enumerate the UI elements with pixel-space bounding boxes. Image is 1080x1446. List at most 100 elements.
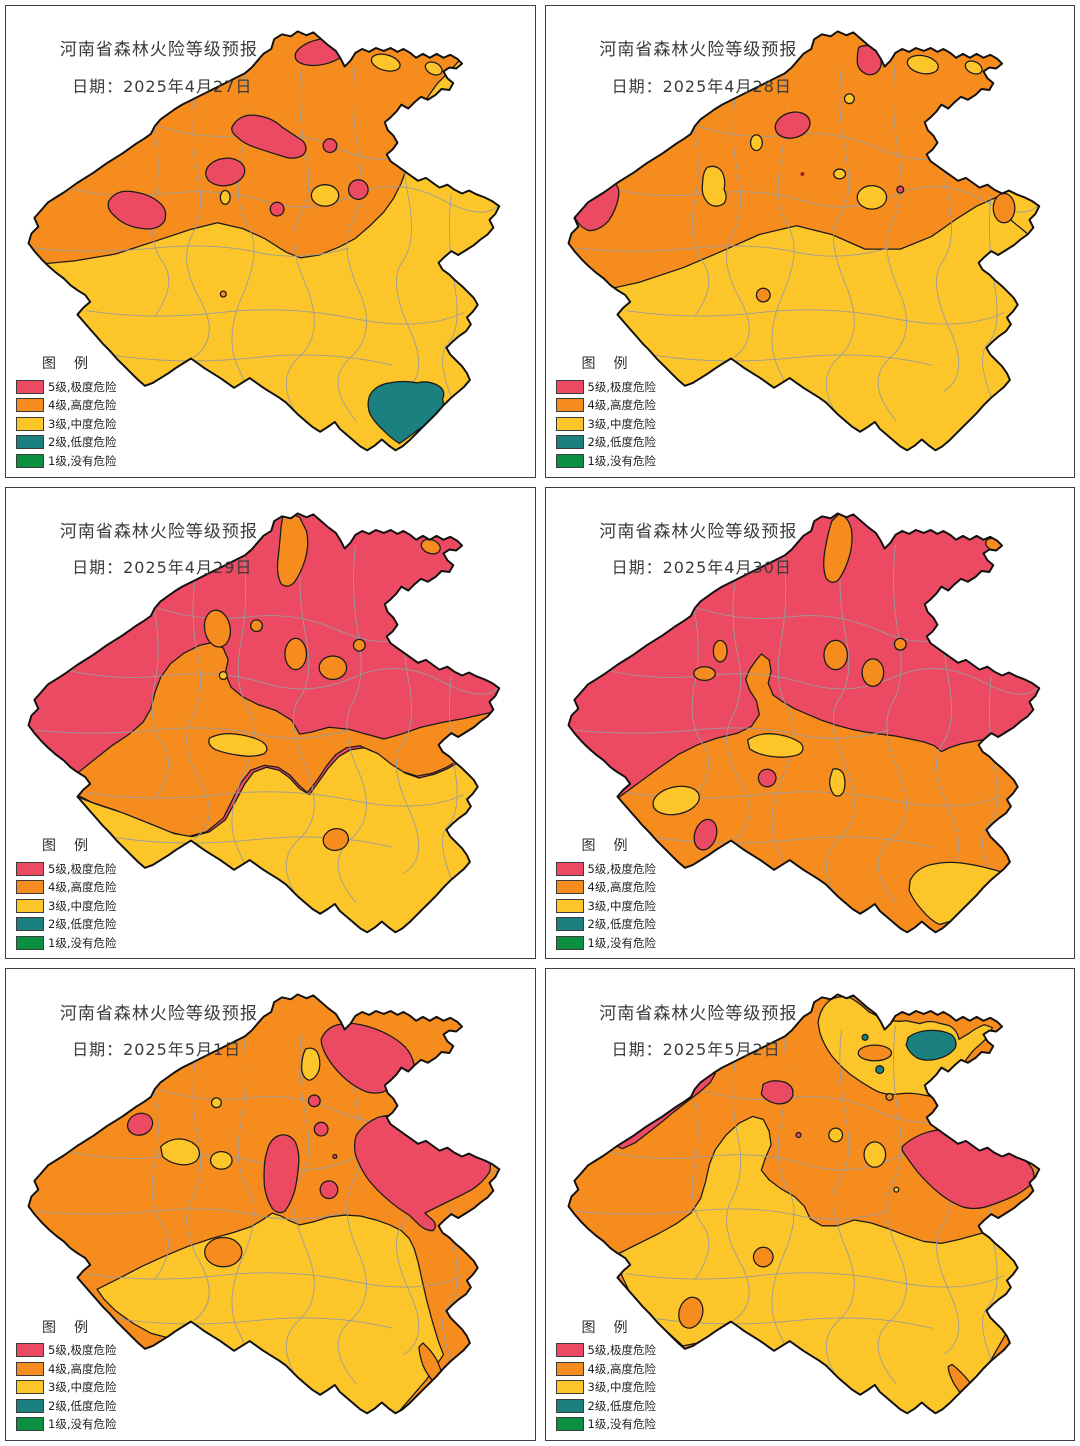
forecast-panel-1: 河南省森林火险等级预报 日期：2025年4月27日 图 例 5级,极度危险 4级,… bbox=[5, 5, 536, 478]
forecast-panel-5: 河南省森林火险等级预报 日期：2025年5月1日 图 例 5级,极度危险 4级,高… bbox=[5, 968, 536, 1441]
legend-swatch-level-5 bbox=[555, 861, 584, 876]
legend-label: 1级,没有危险 bbox=[48, 1417, 117, 1432]
legend-swatch-level-1 bbox=[16, 453, 44, 468]
forecast-panel-2: 河南省森林火险等级预报 日期：2025年4月28日 图 例 5级,极度危险 4级,… bbox=[544, 5, 1075, 478]
legend: 图 例 5级,极度危险 4级,高度危险 3级,中度危险 2级,低度危险 1级,没有危险 bbox=[16, 353, 116, 473]
legend: 图 例 5级,极度危险 4级,高度危险 3级,中度危险 2级,低度危险 1级,没有危险 bbox=[16, 835, 116, 955]
legend-swatch-level-3 bbox=[16, 898, 44, 913]
legend-swatch-level-5 bbox=[16, 1343, 44, 1358]
panel-date: 日期：2025年5月2日 bbox=[611, 1040, 781, 1060]
legend-label: 1级,没有危险 bbox=[48, 453, 117, 468]
legend-label: 5级,极度危险 bbox=[587, 379, 656, 394]
henan-map-2 bbox=[567, 30, 1040, 452]
forecast-panel-3: 河南省森林火险等级预报 日期：2025年4月29日 图 例 5级,极度危险 4级,… bbox=[5, 486, 536, 960]
legend-item-level-4: 4级,高度危险 bbox=[555, 1361, 656, 1376]
legend-item-level-3: 3级,中度危险 bbox=[555, 1380, 656, 1395]
legend-label: 2级,低度危险 bbox=[48, 435, 117, 450]
legend-swatch-level-5 bbox=[16, 861, 44, 876]
panel-date: 日期：2025年4月30日 bbox=[611, 558, 792, 578]
legend-swatch-level-2 bbox=[16, 917, 44, 931]
legend-item-level-2: 2级,低度危险 bbox=[16, 917, 116, 931]
legend-item-level-2: 2级,低度危险 bbox=[16, 435, 117, 450]
legend-item-level-2: 2级,低度危险 bbox=[555, 1398, 656, 1413]
legend-item-level-3: 3级,中度危险 bbox=[16, 416, 117, 431]
legend-label: 3级,中度危险 bbox=[48, 1380, 117, 1395]
legend-label: 2级,低度危险 bbox=[587, 1398, 656, 1413]
panel-date: 日期：2025年4月29日 bbox=[72, 558, 253, 578]
legend-item-level-4: 4级,高度危险 bbox=[16, 398, 116, 413]
legend-item-level-4: 4级,高度危险 bbox=[555, 880, 656, 894]
legend-label: 5级,极度危险 bbox=[587, 861, 656, 876]
legend-swatch-level-1 bbox=[16, 1417, 44, 1432]
panel-date: 日期：2025年4月27日 bbox=[72, 76, 253, 96]
legend-label: 5级,极度危险 bbox=[48, 379, 117, 394]
panel-title: 河南省森林火险等级预报 bbox=[599, 521, 798, 542]
legend-swatch-level-3 bbox=[16, 416, 44, 431]
legend-swatch-level-3 bbox=[555, 1380, 584, 1395]
legend-swatch-level-1 bbox=[16, 935, 44, 950]
henan-map-4 bbox=[567, 512, 1040, 933]
legend: 图 例 5级,极度危险 4级,高度危险 3级,中度危险 2级,低度危险 1级,没有危险 bbox=[16, 1317, 116, 1437]
legend-swatch-level-4 bbox=[555, 1361, 584, 1376]
legend-title: 图 例 bbox=[42, 838, 90, 854]
legend-swatch-level-4 bbox=[16, 398, 44, 413]
legend-label: 1级,没有危险 bbox=[587, 1417, 656, 1432]
legend-label: 1级,没有危险 bbox=[587, 453, 656, 468]
legend-item-level-4: 4级,高度危险 bbox=[16, 880, 117, 894]
legend-item-level-4: 4级,高度危险 bbox=[555, 398, 656, 413]
legend-swatch-level-1 bbox=[555, 1417, 584, 1432]
legend-item-level-3: 3级,中度危险 bbox=[16, 898, 116, 913]
panel-title: 河南省森林火险等级预报 bbox=[599, 40, 798, 61]
legend-swatch-level-3 bbox=[555, 898, 584, 913]
legend-item-level-3: 3级,中度危险 bbox=[16, 1380, 117, 1395]
panel-title: 河南省森林火险等级预报 bbox=[59, 521, 258, 542]
panel-title: 河南省森林火险等级预报 bbox=[59, 1003, 258, 1024]
legend-swatch-level-5 bbox=[555, 1343, 584, 1358]
legend-swatch-level-4 bbox=[16, 1361, 44, 1376]
henan-map-6 bbox=[567, 993, 1040, 1415]
legend-item-level-3: 3级,中度危险 bbox=[555, 898, 656, 913]
legend-label: 5级,极度危险 bbox=[48, 1343, 117, 1358]
legend-label: 1级,没有危险 bbox=[587, 935, 656, 950]
legend-swatch-level-2 bbox=[555, 1398, 584, 1413]
legend-swatch-level-1 bbox=[555, 935, 584, 950]
legend-item-level-5: 5级,极度危险 bbox=[16, 1343, 117, 1358]
legend-label: 2级,低度危险 bbox=[587, 917, 656, 931]
legend: 图 例 5级,极度危险 4级,高度危险 3级,中度危险 2级,低度危险 1级,没有危险 bbox=[555, 1317, 656, 1437]
legend-item-level-1: 1级,没有危险 bbox=[555, 453, 656, 468]
legend-swatch-level-1 bbox=[555, 453, 584, 468]
legend-title: 图 例 bbox=[42, 356, 90, 373]
legend-label: 2级,低度危险 bbox=[48, 1398, 117, 1413]
legend-swatch-level-5 bbox=[16, 379, 44, 394]
legend-swatch-level-2 bbox=[555, 435, 584, 450]
forecast-panel-6: 河南省森林火险等级预报 日期：2025年5月2日 图 例 5级,极度危险 4级,高… bbox=[544, 968, 1075, 1441]
legend-swatch-level-4 bbox=[555, 398, 584, 413]
legend-title: 图 例 bbox=[581, 838, 630, 854]
legend-item-level-2: 2级,低度危险 bbox=[555, 917, 656, 931]
panel-title: 河南省森林火险等级预报 bbox=[599, 1003, 798, 1024]
legend-label: 5级,极度危险 bbox=[48, 861, 117, 876]
legend-item-level-3: 3级,中度危险 bbox=[555, 416, 656, 431]
legend-item-level-5: 5级,极度危险 bbox=[555, 379, 656, 394]
legend-swatch-level-2 bbox=[16, 435, 44, 450]
henan-map-3 bbox=[27, 512, 501, 933]
legend-label: 4级,高度危险 bbox=[587, 398, 656, 413]
legend: 图 例 5级,极度危险 4级,高度危险 3级,中度危险 2级,低度危险 1级,没有危险 bbox=[555, 835, 656, 955]
legend-item-level-5: 5级,极度危险 bbox=[555, 861, 656, 876]
legend-item-level-4: 4级,高度危险 bbox=[16, 1361, 117, 1376]
legend-title: 图 例 bbox=[42, 1319, 90, 1336]
legend-swatch-level-3 bbox=[16, 1380, 44, 1395]
legend-label: 3级,中度危险 bbox=[48, 416, 117, 431]
legend-item-level-1: 1级,没有危险 bbox=[16, 935, 117, 950]
legend-label: 5级,极度危险 bbox=[587, 1343, 656, 1358]
legend-label: 4级,高度危险 bbox=[48, 880, 117, 894]
legend-item-level-2: 2级,低度危险 bbox=[555, 435, 656, 450]
legend-item-level-1: 1级,没有危险 bbox=[16, 453, 117, 468]
legend: 图 例 5级,极度危险 4级,高度危险 3级,中度危险 2级,低度危险 1级,没有危险 bbox=[555, 353, 656, 473]
legend-swatch-level-5 bbox=[555, 379, 584, 394]
legend-swatch-level-2 bbox=[555, 917, 584, 931]
legend-title: 图 例 bbox=[581, 356, 630, 373]
legend-label: 4级,高度危险 bbox=[48, 1361, 117, 1376]
legend-label: 1级,没有危险 bbox=[48, 935, 117, 950]
